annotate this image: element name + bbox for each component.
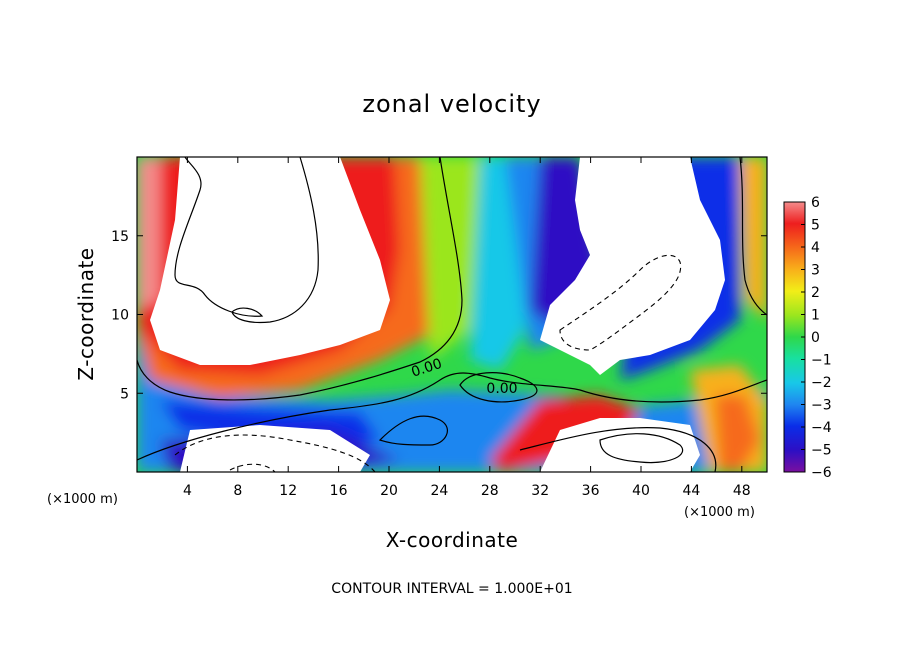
contour-lines-dashed bbox=[174, 254, 682, 472]
x-axis-title: X-coordinate bbox=[386, 528, 519, 552]
x-tick-label: 44 bbox=[682, 483, 700, 499]
white-regions bbox=[150, 157, 725, 472]
x-tick-label: 20 bbox=[380, 483, 398, 499]
x-tick-label: 4 bbox=[183, 483, 192, 499]
x-tick-label: 28 bbox=[481, 483, 499, 499]
contour-label: 0.00 bbox=[486, 381, 517, 397]
x-tick-label: 40 bbox=[632, 483, 650, 499]
colorbar-tick-label: 0 bbox=[811, 330, 820, 346]
contour-interval-note: CONTOUR INTERVAL = 1.000E+01 bbox=[331, 581, 572, 597]
heatmap-field bbox=[137, 157, 767, 472]
x-tick-label: 16 bbox=[330, 483, 348, 499]
y-tick-label: 5 bbox=[120, 386, 129, 402]
x-tick-label: 12 bbox=[279, 483, 297, 499]
colorbar-tick-label: −1 bbox=[811, 353, 832, 369]
x-tick-label: 8 bbox=[233, 483, 242, 499]
colorbar-ticks: 6 5 4 3 2 1 0 −1 −2 −3 −4 −5 −6 bbox=[801, 195, 832, 481]
contour-lines bbox=[137, 157, 767, 472]
y-tick-label: 15 bbox=[111, 229, 129, 245]
x-axis: 4 8 12 16 20 24 28 32 36 40 44 48 bbox=[183, 157, 751, 499]
x-tick-label: 32 bbox=[531, 483, 549, 499]
y-axis: 5 10 15 bbox=[111, 229, 767, 402]
x-unit-label-left: (×1000 m) bbox=[47, 492, 118, 507]
colorbar-tick-label: −2 bbox=[811, 375, 832, 391]
colorbar-tick-label: −3 bbox=[811, 398, 832, 414]
colorbar-tick-label: 2 bbox=[811, 285, 820, 301]
x-tick-label: 36 bbox=[582, 483, 600, 499]
colorbar-tick-label: −6 bbox=[811, 465, 832, 481]
colorbar-tick-label: 4 bbox=[811, 240, 820, 256]
x-unit-label-right: (×1000 m) bbox=[684, 505, 755, 520]
x-tick-label: 24 bbox=[430, 483, 448, 499]
colorbar-tick-label: 5 bbox=[811, 218, 820, 234]
chart-title: zonal velocity bbox=[362, 90, 541, 118]
colorbar: 6 5 4 3 2 1 0 −1 −2 −3 −4 −5 −6 bbox=[783, 195, 832, 481]
colorbar-tick-label: 6 bbox=[811, 195, 820, 211]
colorbar-tick-label: −5 bbox=[811, 443, 832, 459]
colorbar-tick-label: 3 bbox=[811, 263, 820, 279]
y-tick-label: 10 bbox=[111, 308, 129, 324]
colorbar-tick-label: −4 bbox=[811, 420, 832, 436]
y-axis-title: Z-coordinate bbox=[74, 247, 98, 380]
x-tick-label: 48 bbox=[733, 483, 751, 499]
colorbar-tick-label: 1 bbox=[811, 308, 820, 324]
